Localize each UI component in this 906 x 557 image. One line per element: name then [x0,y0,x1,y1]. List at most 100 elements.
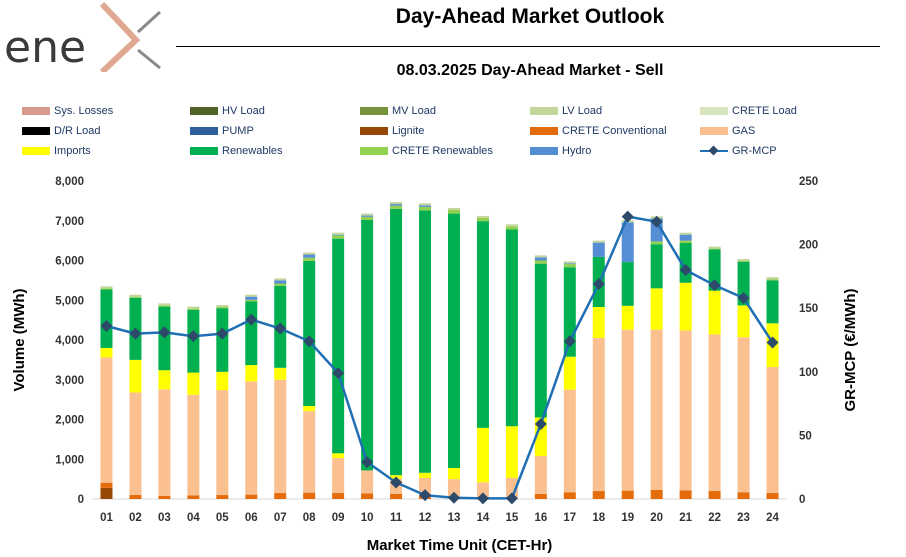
bar-hydro [245,296,258,300]
legend-label: LV Load [562,105,603,117]
gr-mcp-point [650,215,663,228]
gr-mcp-point [390,476,403,489]
bar-renewables [390,208,403,476]
y2-tick-label: 200 [799,240,818,252]
x-tick-label: 19 [621,512,634,524]
legend-label: Renewables [222,145,283,157]
bar-crete-renewables [303,257,316,261]
bar-crete-renewables [766,279,779,281]
gr-mcp-point [476,492,489,505]
legend-label: GAS [732,125,756,137]
bar-renewables [505,229,518,427]
legend-item-crete-load: CRETE Load [700,104,797,118]
bar-gas [476,482,489,499]
bar-load-cap [187,306,200,309]
legend-label: MV Load [392,105,437,117]
x-tick-label: 16 [534,512,547,524]
bar-renewables [361,219,374,471]
bar-renewables [100,289,113,348]
logo-wordmark: ene [4,22,86,72]
bar-hydro [332,234,345,236]
legend-label: Lignite [392,125,425,137]
bar-load-cap [708,246,721,249]
y-tick-label: 1,000 [55,454,84,466]
x-tick-label: 24 [766,512,779,524]
bar-crete-conventional [187,495,200,499]
y2-tick-label: 0 [799,494,805,506]
x-tick-label: 20 [650,512,663,524]
bar-hydro [621,222,634,263]
bar-gas [129,392,142,496]
gr-mcp-point [158,326,171,339]
legend-swatch [530,127,558,135]
legend-swatch [360,147,388,155]
legend-label: PUMP [222,125,254,137]
bar-gas [592,338,605,492]
bar-load-cap [447,208,460,211]
gr-mcp-point [708,279,721,292]
gr-mcp-point [766,336,779,349]
gr-mcp-point [447,491,460,504]
legend-swatch [360,107,388,115]
gr-mcp-point [621,210,634,223]
bar-gas [563,389,576,493]
bar-imports [534,417,547,457]
legend-item-gr-mcp: GR-MCP [700,144,777,158]
legend-label: CRETE Load [732,105,797,117]
legend-swatch [190,147,218,155]
gr-mcp-point [129,327,142,340]
bar-load-cap [737,258,750,261]
legend-swatch [700,107,728,115]
bar-load-cap [361,213,374,216]
x-tick-label: 22 [708,512,721,524]
bar-crete-renewables [708,248,721,250]
y-tick-label: 2,000 [55,415,84,427]
y-tick-label: 0 [78,494,84,506]
bar-crete-conventional [100,482,113,488]
gr-mcp-point [274,322,287,335]
x-tick-label: 02 [129,512,142,524]
bar-renewables [621,262,634,306]
bar-crete-renewables [245,299,258,302]
x-tick-label: 10 [361,512,374,524]
legend-swatch [190,127,218,135]
y-axis-title: Volume (MWh) [11,288,28,391]
bar-renewables [766,280,779,324]
legend-swatch [190,107,218,115]
legend-item-crete-renewables: CRETE Renewables [360,144,493,158]
bar-load-cap [679,232,692,235]
gr-mcp-point [737,292,750,305]
bar-crete-renewables [505,226,518,230]
x-tick-label: 11 [390,512,403,524]
gr-mcp-line [106,215,774,500]
legend-label: Hydro [562,145,592,157]
bar-gas [447,479,460,499]
legend-item-hv-load: HV Load [190,104,265,118]
legend-label: CRETE Conventional [562,125,667,137]
bar-gas [274,379,287,494]
bar-hydro [419,205,432,207]
bar-crete-conventional [679,490,692,499]
y-tick-label: 8,000 [55,176,84,188]
bar-imports [187,372,200,395]
logo-x-back-icon [99,2,141,72]
bar-gas [245,381,258,495]
x-tick-label: 18 [592,512,605,524]
bar-imports [679,282,692,331]
gr-mcp-point [332,367,345,380]
bar-imports [737,305,750,338]
bar-imports [650,288,663,330]
bar-gas [158,389,171,496]
legend-label: HV Load [222,105,265,117]
y2-tick-label: 150 [799,303,818,315]
legend-item-lv-load: LV Load [530,104,602,118]
bar-crete-renewables [216,307,229,309]
legend-item-hydro: Hydro [530,144,591,158]
bar-gas [187,394,200,496]
bar-crete-conventional [303,492,316,499]
bar-crete-renewables [332,235,345,239]
bar-crete-renewables [129,296,142,298]
gr-mcp-point [216,327,229,340]
legend-label: Sys. Losses [54,105,114,117]
